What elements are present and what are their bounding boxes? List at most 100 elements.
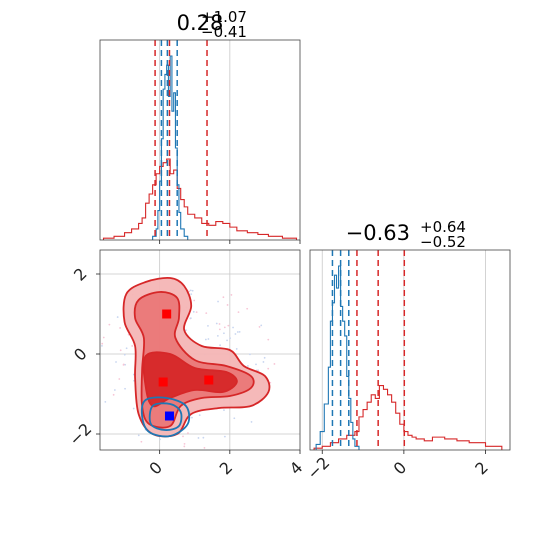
panel-top-left-histogram: 0.28 +1.07 −0.41 [99, 8, 301, 244]
scatter-point [124, 363, 127, 366]
title-plus: +0.64 [420, 218, 466, 236]
scatter-point [229, 337, 231, 340]
y-tick-label: 2 [70, 264, 91, 285]
scatter-point [230, 294, 233, 296]
scatter-point [235, 348, 238, 350]
scatter-point [191, 289, 194, 292]
x-tick-label: 4 [286, 458, 307, 479]
scatter-point [159, 438, 161, 441]
scatter-point [124, 387, 126, 390]
scatter-point [250, 421, 253, 423]
title-minus: −0.52 [420, 233, 466, 251]
scatter-point [216, 334, 219, 337]
x-ticks: −2 0 2 [303, 450, 492, 483]
scatter-point [191, 416, 193, 419]
panel-bottom-right-histogram: −2 0 2 −0.63 +0.64 −0.52 [303, 218, 511, 483]
scatter-point [219, 344, 221, 347]
contours [122, 276, 271, 438]
scatter-point [218, 328, 221, 331]
scatter-point [193, 299, 196, 302]
scatter-point [189, 289, 192, 292]
scatter-point [234, 333, 237, 335]
scatter-point [273, 363, 276, 365]
scatter-point [122, 363, 125, 366]
scatter-point [236, 331, 239, 333]
scatter-point [197, 437, 200, 439]
scatter-point [192, 310, 195, 313]
scatter-point [185, 329, 187, 332]
panel-frame [309, 249, 511, 451]
title-value: 0.28 [177, 11, 224, 35]
scatter-point [125, 347, 128, 350]
histogram-series-1 [315, 265, 360, 450]
marker-square-1 [158, 377, 168, 387]
scatter-point [115, 361, 117, 363]
scatter-point [183, 445, 186, 448]
scatter-point [182, 435, 184, 438]
scatter-point [119, 327, 121, 329]
scatter-point [102, 336, 105, 339]
scatter-point [215, 322, 218, 325]
contour-level-3 [140, 396, 191, 438]
x-ticks [159, 240, 301, 244]
scatter-point [202, 436, 205, 439]
scatter-point [96, 364, 98, 366]
scatter-point [246, 307, 249, 310]
scatter-point [223, 435, 226, 438]
scatter-point [267, 367, 270, 370]
marker-square-0 [162, 309, 172, 319]
scatter-point [203, 446, 206, 449]
scatter-point [198, 414, 201, 417]
title-minus: −0.41 [201, 23, 247, 41]
quantile-lines [331, 250, 406, 450]
scatter-point [226, 304, 229, 306]
scatter-point [137, 434, 140, 437]
scatter-point [97, 343, 99, 345]
scatter-point [257, 369, 260, 372]
scatter-point [205, 312, 208, 315]
scatter-point [190, 293, 193, 296]
scatter-point [116, 316, 119, 318]
x-tick-label: 0 [145, 458, 166, 479]
scatter-point [263, 356, 266, 359]
scatter-point [123, 353, 126, 356]
scatter-point [189, 317, 192, 320]
histogram-series-0 [313, 385, 503, 450]
scatter-point [227, 324, 230, 327]
histograms [102, 55, 298, 240]
scatter-point [255, 363, 257, 366]
title-plus: +1.07 [201, 8, 247, 26]
scatter-point [218, 323, 221, 325]
y-tick-label: 0 [70, 344, 91, 365]
scatter-point [260, 324, 263, 327]
panel-frame [99, 249, 301, 451]
scatter-point [246, 365, 249, 367]
histogram-series-1 [152, 55, 189, 240]
scatter-point [113, 389, 116, 391]
scatter-point [223, 326, 226, 329]
scatter-point [195, 311, 198, 314]
scatter-point [262, 361, 265, 363]
histogram-series-0 [102, 158, 298, 240]
scatter-point [217, 300, 219, 303]
panel-title-value: −0.63 [346, 221, 410, 245]
markers [158, 309, 214, 421]
scatter-point [104, 400, 107, 403]
panel-bottom-left-contour: 0 2 4 −2 0 2 [65, 249, 307, 479]
x-tick-label: 2 [471, 458, 492, 479]
scatter-point [267, 338, 270, 341]
panel-frame [99, 39, 301, 241]
scatter-point [238, 330, 241, 333]
contour-level-2 [142, 351, 238, 408]
scatter-point [207, 324, 209, 327]
scatter-point [101, 342, 104, 345]
x-tick-label: 0 [390, 458, 411, 479]
quantile-lines [154, 40, 208, 240]
scatter-point [108, 323, 111, 326]
scatter-point [222, 296, 225, 299]
scatter-point [207, 338, 210, 340]
scatter-point [119, 349, 122, 352]
x-tick-label: 2 [216, 458, 237, 479]
scatter-point [132, 407, 135, 410]
